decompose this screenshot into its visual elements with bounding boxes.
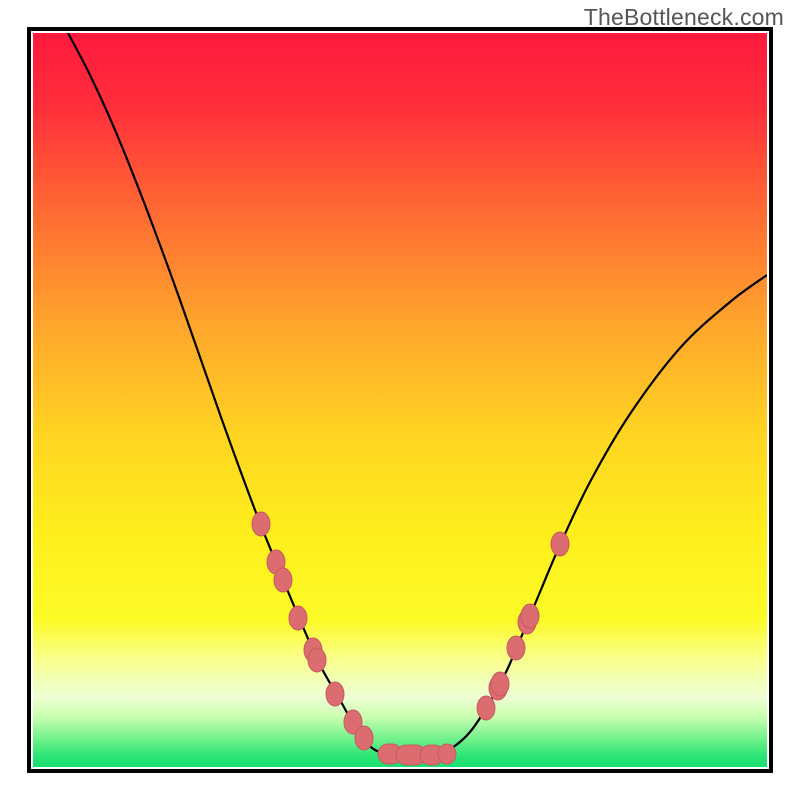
chart-svg [0,0,800,800]
data-marker [274,568,292,592]
gradient-background [33,33,767,767]
chart-container: TheBottleneck.com [0,0,800,800]
data-marker [326,682,344,706]
data-marker [521,604,539,628]
data-marker [289,606,307,630]
data-marker [308,648,326,672]
data-marker [491,672,509,696]
data-marker-pill [438,744,456,764]
data-marker [477,696,495,720]
watermark-text: TheBottleneck.com [584,4,784,31]
data-marker [507,636,525,660]
data-marker [551,532,569,556]
data-marker [355,726,373,750]
data-marker [252,512,270,536]
